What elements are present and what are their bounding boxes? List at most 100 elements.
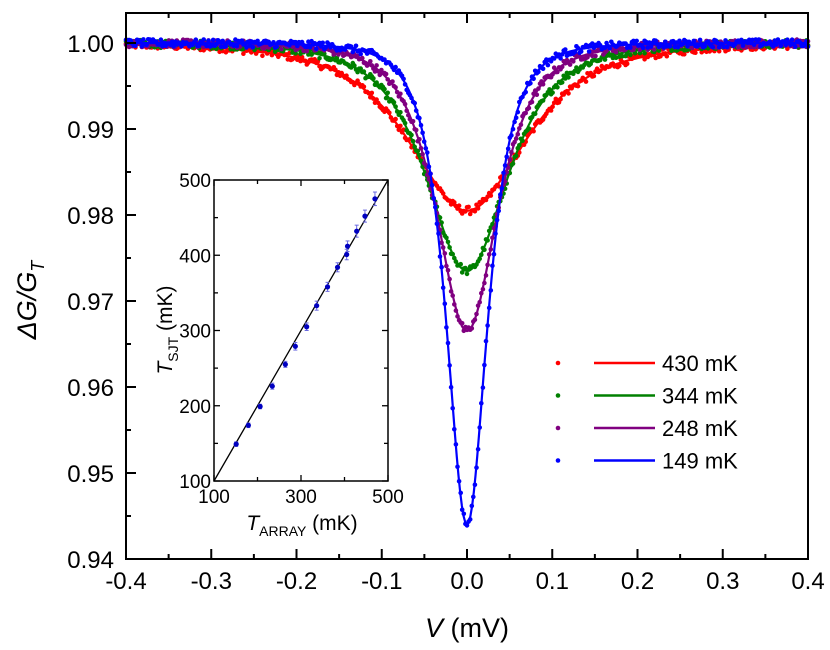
data-point [250,44,256,50]
data-point [234,43,240,49]
data-point [314,46,319,52]
data-point [624,61,630,67]
data-point [677,38,682,44]
y-axis-delta: Δ [12,321,42,340]
legend-item: 430 mK [555,351,738,376]
inset-y-tick-label: 100 [179,472,211,493]
main-plot-data [123,37,811,528]
inset-data-point [334,264,341,270]
data-point [558,56,563,61]
data-point [241,51,246,56]
data-point [740,43,746,48]
data-point [201,48,206,53]
inset-data-point [304,324,310,330]
y-axis-title: ΔG/GT [12,259,48,341]
inset-data-point [245,422,251,428]
data-point [210,37,216,43]
data-point [320,40,326,46]
inset-y-tick-label: 200 [179,397,211,418]
data-point [724,44,730,50]
data-point [279,46,284,52]
data-point [710,44,716,50]
data-point [317,56,322,61]
data-point [658,54,663,59]
data-point [793,44,798,49]
data-point [675,44,681,50]
x-tick-label: 0.3 [706,568,739,595]
data-point [317,40,322,46]
inset-data-point [233,441,239,447]
data-point [141,37,146,42]
main-axes: -0.4 -0.3 -0.2 -0.1 0.0 0.1 0.2 0.3 0.4 0.94 0.95 0… [67,12,825,595]
data-point [133,43,138,49]
inset-x-axis-variable: T [246,512,261,535]
data-point [721,44,727,50]
inset-data-point [354,228,360,234]
x-axis-variable: V [425,613,446,643]
data-point [466,204,471,210]
data-point [607,46,612,51]
legend-label: 248 mK [662,416,738,441]
y-tick-label: 0.94 [67,547,114,574]
data-point [682,52,687,57]
inset-data-point [344,243,351,249]
legend: 430 mK 344 mK 248 mK 149 mK [555,351,738,474]
y-axis-ratio: G/G [12,272,42,322]
data-point [368,59,373,64]
data-point [545,62,551,68]
inset-data-point [324,284,331,290]
data-point [702,43,708,49]
x-tick-label: 0.0 [450,568,483,595]
data-point [551,65,557,70]
inset-data-point [257,403,263,410]
data-point [640,45,646,51]
data-point [778,43,784,49]
inset-data-point [269,383,275,389]
data-point [593,53,598,59]
y-tick-label: 0.96 [67,375,114,402]
data-point [209,43,214,48]
x-tick-label: -0.2 [276,568,317,595]
x-tick-label: -0.4 [105,568,146,595]
inset-data-point [282,361,288,367]
data-point [201,37,206,42]
data-point [464,271,470,277]
data-point [586,49,592,54]
data-point [693,50,698,55]
inset-data-point [292,343,298,349]
data-point [220,38,225,44]
data-point [664,53,670,59]
inset-y-tick-label: 500 [179,171,211,192]
x-axis-unit: (mV) [443,613,509,643]
x-tick-label: 0.4 [791,568,824,595]
data-point [632,51,638,56]
legend-label: 430 mK [662,351,738,376]
inset-data-point [362,213,368,219]
data-point [304,49,310,54]
series-149-mk [123,37,811,528]
data-point [260,53,265,59]
legend-item: 149 mK [555,449,738,474]
inset-y-axis-variable: T [154,360,177,375]
y-tick-label: 1.00 [67,31,114,58]
x-tick-label: 0.1 [536,568,569,595]
data-point [567,62,573,67]
data-point [651,47,657,52]
data-point [634,38,639,44]
data-point [716,48,722,54]
inset-plot: 100 300 500 100 200 300 400 500 [179,171,404,508]
inset-data-point [372,196,378,202]
inset-x-tick-label: 100 [198,487,230,508]
x-tick-label: -0.3 [191,568,232,595]
inset-x-tick-label: 300 [285,487,317,508]
data-point [307,45,313,50]
y-tick-label: 0.97 [67,289,114,316]
inset-x-axis-subscript: ARRAY [259,523,307,539]
inset-x-tick-label: 500 [372,487,404,508]
legend-marker-icon [555,393,561,398]
data-point [206,38,211,43]
legend-item: 248 mK [555,416,738,441]
data-point [358,51,364,57]
legend-marker-icon [555,458,561,463]
data-point [756,37,762,42]
